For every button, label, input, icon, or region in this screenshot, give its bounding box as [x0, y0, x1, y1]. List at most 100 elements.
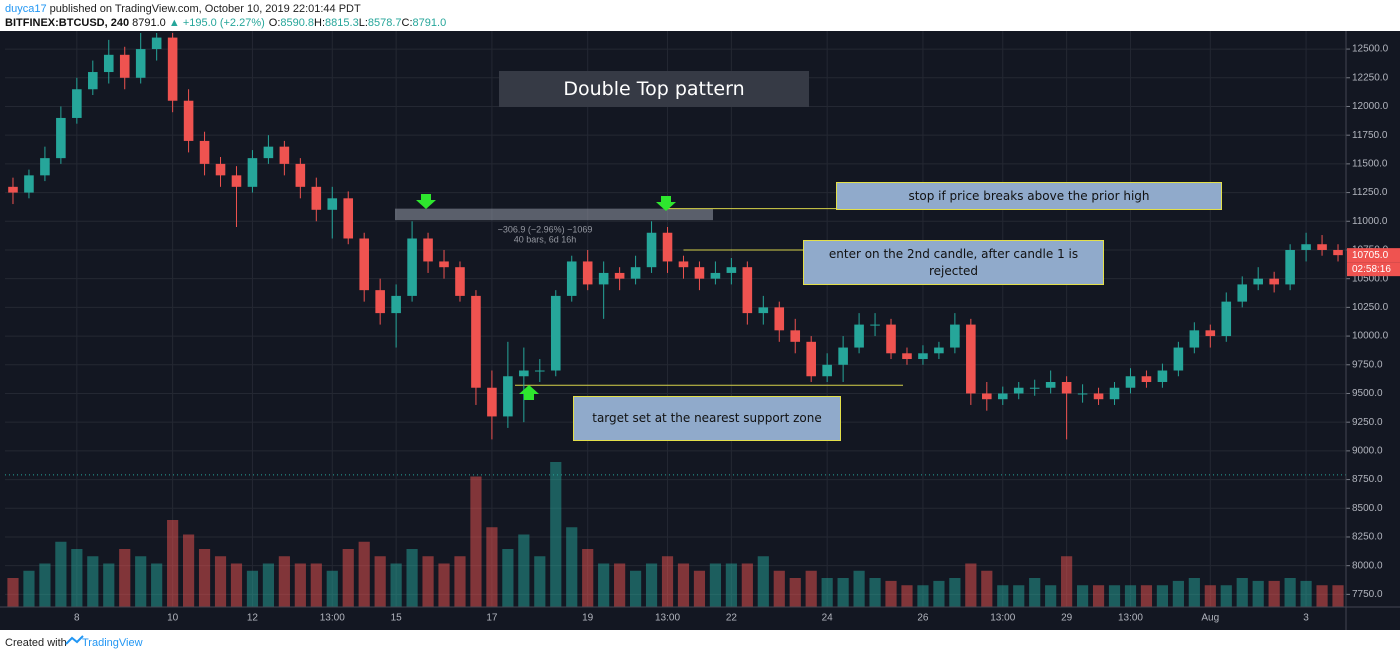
candle-body	[183, 100, 194, 141]
candle-body	[423, 238, 433, 262]
volume-bar	[981, 570, 993, 607]
volume-bar	[518, 534, 530, 607]
header-line-2: BITFINEX:BTCUSD, 240 8791.0 ▲ +195.0 (+2…	[5, 17, 446, 29]
volume-bar	[310, 563, 322, 607]
volume-bar	[470, 476, 482, 607]
volume-bar	[566, 527, 578, 607]
chart-background	[0, 31, 1400, 630]
candle-body	[1029, 387, 1040, 389]
volume-bar	[167, 520, 179, 607]
ohlc-value: 8815.3	[325, 17, 359, 29]
candle-body	[550, 295, 561, 371]
candle-body	[311, 186, 322, 210]
volume-bar	[534, 556, 546, 607]
candle-body	[40, 158, 50, 176]
volume-bar	[1268, 580, 1280, 607]
y-tick-label: 8000.0	[1352, 560, 1383, 571]
candle-body	[359, 238, 369, 291]
stop-note: stop if price breaks above the prior hig…	[836, 182, 1222, 210]
candle-body	[295, 163, 306, 187]
volume-bar	[103, 563, 115, 607]
ohlc-label: H:	[314, 17, 325, 29]
candle-body	[1301, 244, 1311, 250]
candle-body	[1061, 381, 1072, 394]
candle-body	[1109, 387, 1120, 400]
volume-bar	[151, 563, 163, 607]
x-tick-label: 10	[167, 613, 179, 624]
published: published on TradingView.com, October 10…	[50, 3, 361, 15]
volume-bar	[406, 549, 418, 607]
volume-bar	[789, 578, 801, 607]
volume-bar	[438, 563, 450, 607]
volume-bar	[262, 563, 274, 607]
volume-bar	[23, 570, 35, 607]
volume-bar	[1236, 578, 1248, 607]
volume-bar	[853, 570, 865, 607]
last-price-label: 10705.0	[1352, 250, 1389, 261]
volume-bar	[358, 541, 370, 607]
candle-body	[1173, 347, 1184, 371]
candle-body	[199, 140, 210, 164]
entry-note: enter on the 2nd candle, after candle 1 …	[803, 240, 1104, 285]
volume-bar	[693, 570, 706, 607]
candle-body	[742, 267, 753, 314]
candle-body	[535, 370, 545, 372]
volume-bar	[1188, 578, 1200, 607]
volume-bar	[821, 578, 833, 607]
volume-bar	[741, 563, 753, 607]
candle-body	[838, 347, 848, 365]
candle-body	[758, 307, 769, 314]
volume-bar	[454, 556, 466, 607]
countdown-tag	[1347, 262, 1400, 277]
volume-bar	[230, 563, 243, 607]
candle-body	[24, 175, 34, 193]
candle-body	[790, 330, 801, 342]
volume-bar	[71, 549, 83, 607]
x-tick-label: 29	[1061, 613, 1073, 624]
x-tick-label: 26	[917, 613, 929, 624]
volume-bar	[1220, 585, 1232, 607]
candle-body	[487, 387, 497, 417]
volume-bar	[661, 556, 674, 607]
volume-bar	[949, 578, 961, 607]
volume-bar	[837, 578, 849, 607]
x-tick-label: 24	[822, 613, 834, 624]
candle-body	[694, 267, 705, 279]
annotation-lines	[395, 208, 903, 386]
candle-body	[566, 261, 577, 296]
candle-body	[582, 261, 593, 285]
candle-body	[966, 324, 976, 394]
candle-body	[1205, 330, 1216, 337]
volume-bar	[1045, 585, 1057, 607]
candle-body	[1093, 393, 1104, 400]
candles	[8, 33, 1343, 440]
candle-body	[982, 393, 992, 400]
logo	[65, 635, 84, 645]
y-tick-label: 9250.0	[1352, 417, 1383, 428]
candle-body	[854, 324, 864, 348]
candle-body	[1253, 278, 1263, 285]
y-tick-label: 10250.0	[1352, 302, 1389, 313]
volume-bar	[965, 563, 977, 607]
y-tick-label: 10500.0	[1352, 273, 1389, 284]
candle-body	[103, 54, 114, 73]
candle-body	[1221, 301, 1232, 337]
up-arrow: ▲	[169, 17, 180, 29]
candle-body	[455, 267, 465, 296]
candle-body	[1013, 387, 1024, 394]
author: duyca17	[5, 3, 47, 15]
candle-body	[56, 117, 66, 159]
candle-body	[327, 198, 338, 210]
volume-bar	[1124, 585, 1137, 607]
volume-bar	[1029, 578, 1041, 607]
candle-body	[870, 324, 880, 326]
volume-bar	[326, 570, 338, 607]
candle-body	[950, 324, 960, 348]
candle-body	[1269, 278, 1279, 285]
axes: 7750.0 8000.0 8250.0 8500.0 8750.0 9000.0 9250…	[0, 31, 1400, 630]
arrows	[416, 194, 676, 400]
x-tick-label: 12	[247, 613, 259, 624]
last: 8791.0	[132, 17, 166, 29]
volume-bar	[278, 556, 290, 607]
